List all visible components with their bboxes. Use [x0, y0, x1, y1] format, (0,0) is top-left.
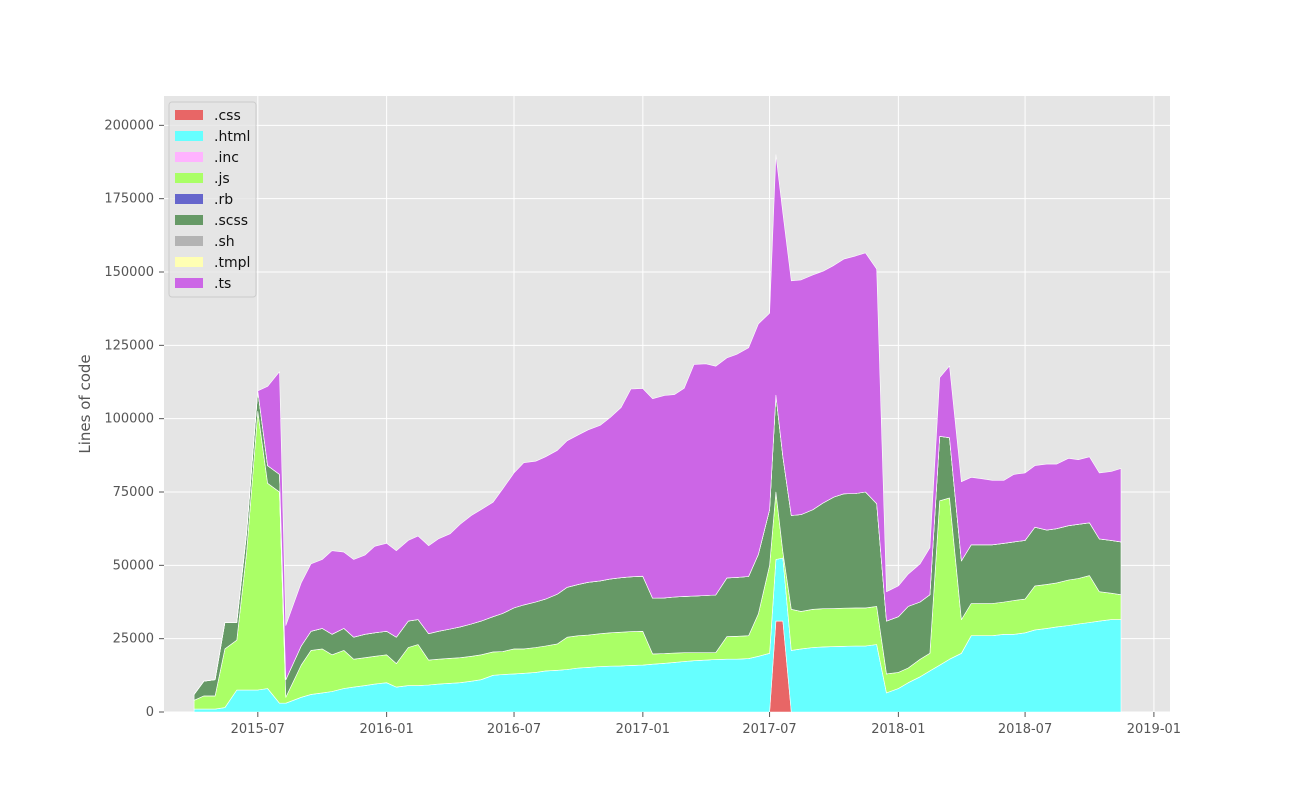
legend-label-rb: .rb — [214, 192, 233, 208]
legend-label-js: .js — [214, 171, 230, 187]
x-tick-label: 2019-01 — [1127, 722, 1181, 737]
y-tick-label: 25000 — [113, 632, 154, 647]
x-tick-label: 2018-01 — [871, 722, 925, 737]
legend: .css .html .inc .js .rb .scss .sh .tmpl .ts — [168, 101, 257, 298]
legend-label-ts: .ts — [214, 276, 231, 292]
stacked-areas — [193, 154, 1122, 713]
legend-swatch-js — [175, 173, 203, 183]
legend-swatch-rb — [175, 194, 203, 204]
x-tick-label: 2018-07 — [998, 722, 1052, 737]
y-tick-label: 100000 — [104, 412, 154, 427]
area-series-ts — [193, 154, 1122, 695]
legend-label-html: .html — [214, 129, 250, 145]
x-tick-label: 2017-07 — [742, 722, 796, 737]
legend-swatch-inc — [175, 152, 203, 162]
legend-label-css: .css — [214, 108, 241, 124]
y-tick-label: 200000 — [104, 118, 154, 133]
legend-swatch-tmpl — [175, 257, 203, 267]
legend-swatch-scss — [175, 215, 203, 225]
legend-label-scss: .scss — [214, 213, 248, 229]
x-tick-label: 2016-01 — [359, 722, 413, 737]
y-tick-label: 125000 — [104, 338, 154, 353]
y-axis-label: Lines of code — [76, 354, 94, 453]
legend-label-inc: .inc — [214, 150, 239, 166]
axes: 0 25000 50000 75000 100000 125000 150000 175000… — [104, 118, 1181, 737]
x-tick-label: 2017-01 — [616, 722, 670, 737]
legend-label-tmpl: .tmpl — [214, 255, 250, 271]
x-tick-label: 2015-07 — [231, 722, 285, 737]
x-tick-label: 2016-07 — [487, 722, 541, 737]
y-tick-label: 150000 — [104, 265, 154, 280]
legend-swatch-html — [175, 131, 203, 141]
legend-swatch-css — [175, 110, 203, 120]
y-tick-label: 75000 — [113, 485, 154, 500]
y-tick-label: 175000 — [104, 192, 154, 207]
legend-swatch-ts — [175, 278, 203, 288]
y-tick-label: 0 — [146, 705, 154, 720]
legend-box — [168, 101, 257, 298]
legend-swatch-sh — [175, 236, 203, 246]
legend-label-sh: .sh — [214, 234, 235, 250]
y-tick-label: 50000 — [113, 558, 154, 573]
